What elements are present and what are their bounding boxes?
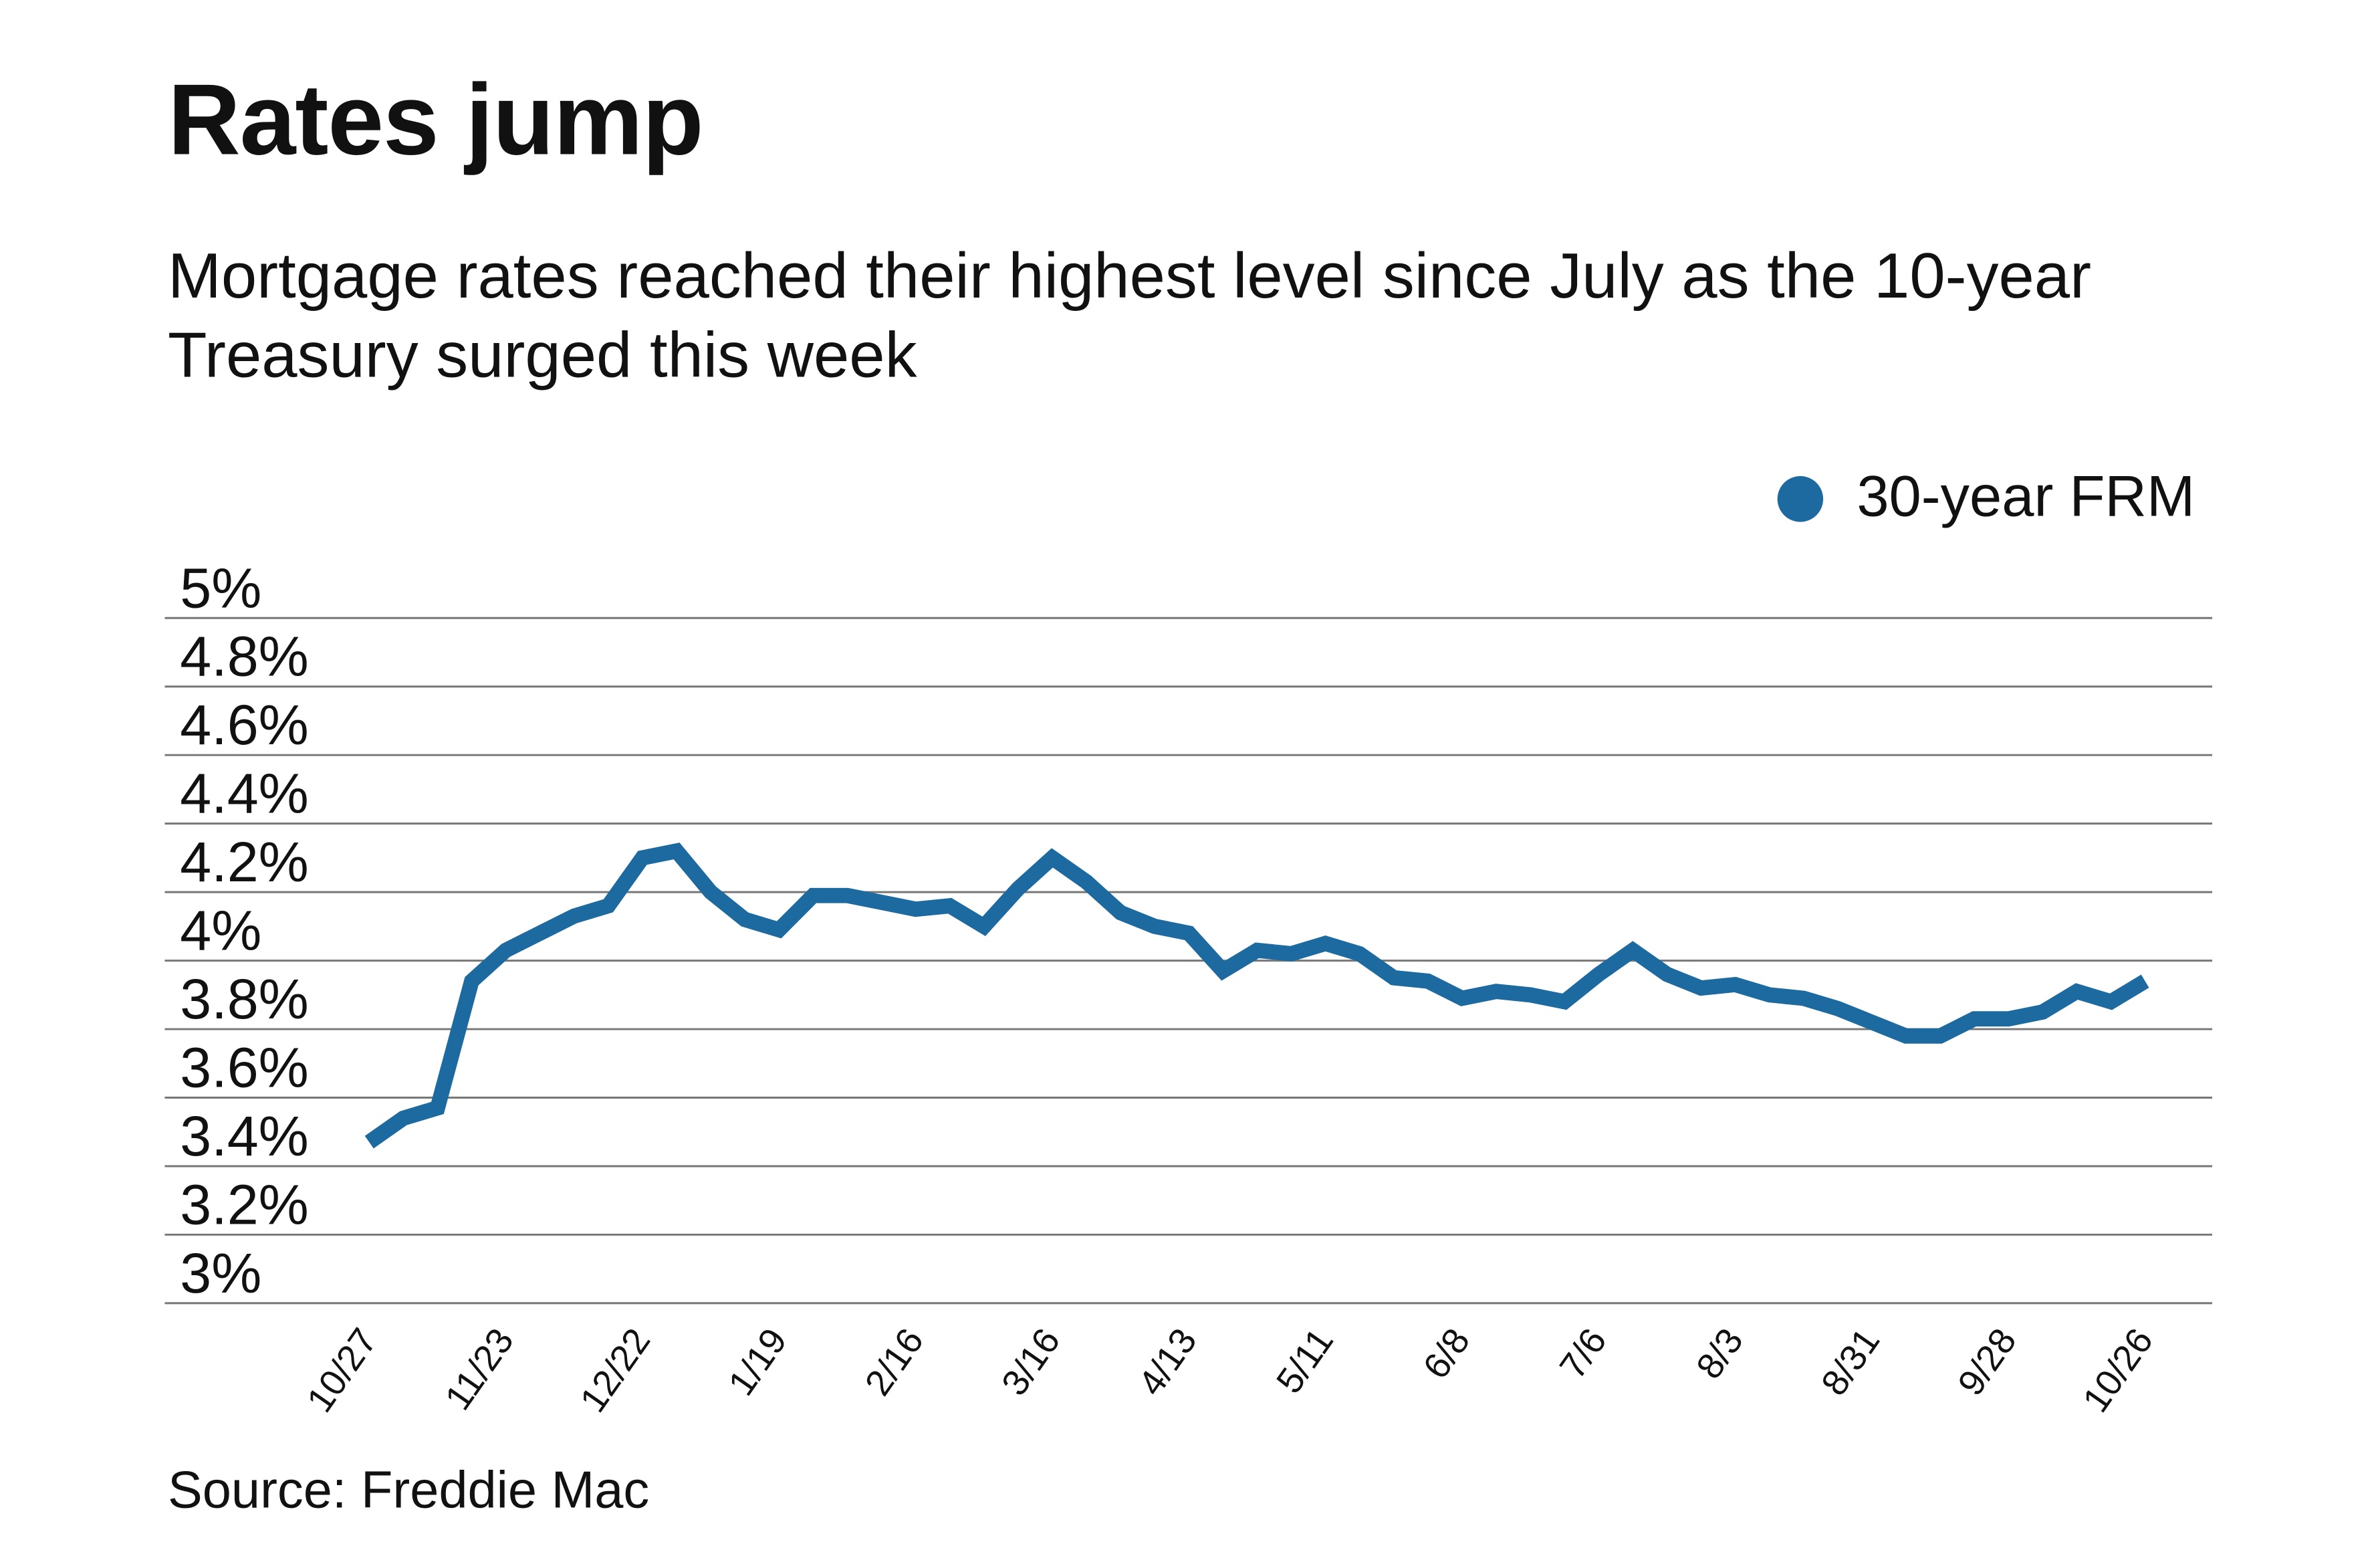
x-tick-label: 12/22 — [572, 1321, 658, 1420]
x-tick-label: 2/16 — [856, 1321, 931, 1403]
x-tick-label: 9/28 — [1949, 1321, 2024, 1403]
y-tick-label: 3.6% — [180, 1036, 308, 1099]
x-tick-label: 7/6 — [1551, 1321, 1614, 1386]
y-tick-label: 3.8% — [180, 968, 308, 1030]
y-tick-label: 4.2% — [180, 830, 308, 893]
y-tick-label: 4.6% — [180, 693, 308, 756]
x-tick-label: 10/26 — [2074, 1321, 2161, 1420]
y-tick-label: 4.4% — [180, 762, 308, 825]
x-tick-label: 10/27 — [298, 1321, 384, 1420]
x-tick-label: 3/16 — [993, 1321, 1068, 1403]
x-tick-label: 11/23 — [437, 1321, 521, 1417]
y-tick-label: 4% — [180, 899, 261, 962]
x-tick-label: 5/11 — [1268, 1321, 1342, 1401]
y-tick-label: 3.4% — [180, 1105, 308, 1168]
x-tick-label: 4/13 — [1130, 1321, 1205, 1403]
x-tick-label: 6/8 — [1415, 1321, 1477, 1386]
x-tick-label: 8/3 — [1688, 1321, 1751, 1386]
x-tick-label: 1/19 — [720, 1321, 795, 1403]
y-tick-label: 5% — [180, 556, 261, 619]
x-tick-label: 8/31 — [1813, 1321, 1888, 1403]
y-tick-label: 3% — [180, 1242, 261, 1305]
y-tick-label: 4.8% — [180, 625, 308, 688]
source-note: Source: Freddie Mac — [168, 1462, 649, 1521]
y-tick-label: 3.2% — [180, 1173, 308, 1236]
